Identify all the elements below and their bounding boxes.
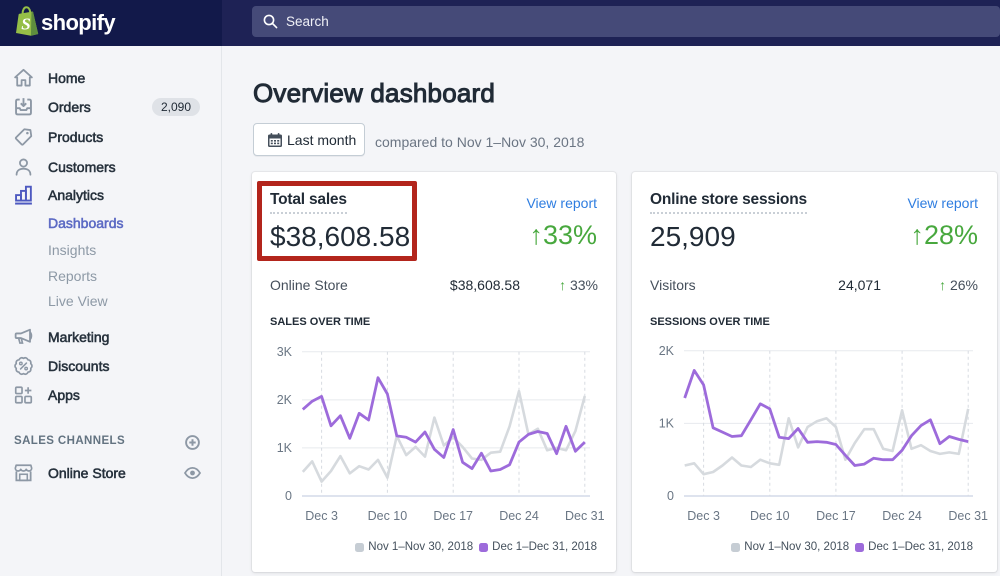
svg-text:Dec 31: Dec 31 (948, 509, 988, 523)
svg-text:Dec 24: Dec 24 (499, 509, 539, 523)
svg-text:Dec 10: Dec 10 (750, 509, 790, 523)
svg-text:0: 0 (285, 489, 292, 503)
svg-text:Dec 24: Dec 24 (882, 509, 922, 523)
svg-text:Dec 3: Dec 3 (687, 509, 720, 523)
svg-text:Dec 17: Dec 17 (816, 509, 856, 523)
svg-text:Dec 17: Dec 17 (433, 509, 473, 523)
svg-text:1K: 1K (277, 441, 293, 455)
svg-text:Dec 10: Dec 10 (368, 509, 408, 523)
svg-text:Dec 31: Dec 31 (565, 509, 605, 523)
svg-text:Dec 3: Dec 3 (305, 509, 338, 523)
svg-text:2K: 2K (277, 393, 293, 407)
svg-text:0: 0 (667, 489, 674, 503)
svg-text:3K: 3K (277, 345, 293, 359)
svg-text:2K: 2K (659, 344, 675, 358)
svg-text:1K: 1K (659, 417, 675, 431)
svg-text:S: S (21, 15, 30, 34)
